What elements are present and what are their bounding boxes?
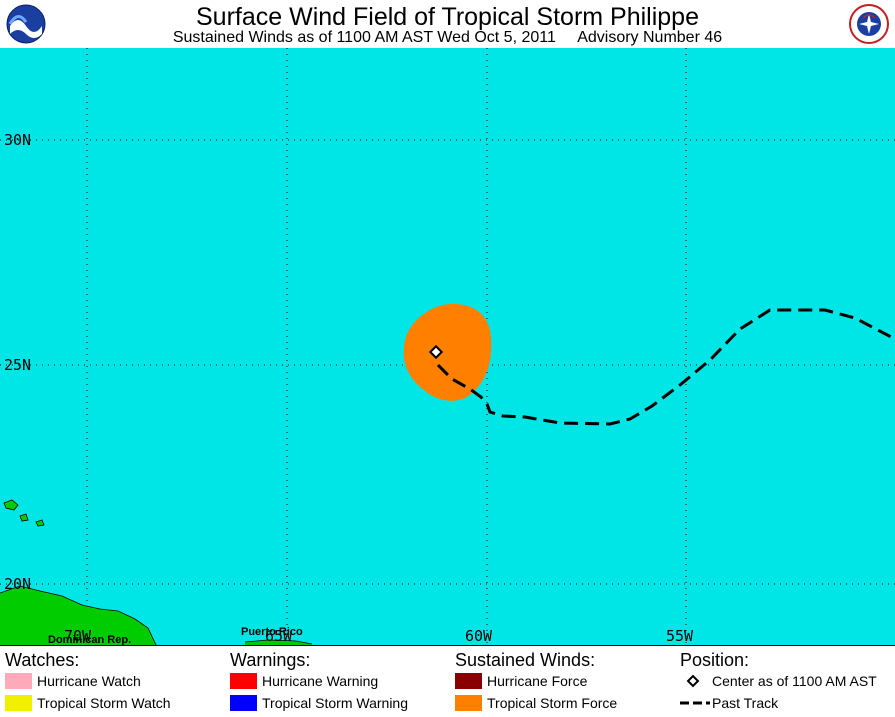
map-header: Surface Wind Field of Tropical Storm Phi… xyxy=(0,0,895,48)
tropical-storm-force-wind-field xyxy=(403,303,492,401)
map-legend: Watches: Hurricane Watch Tropical Storm … xyxy=(0,645,895,717)
tropical-storm-force-swatch xyxy=(455,695,482,711)
legend-label: Center as of 1100 AM AST xyxy=(712,673,877,689)
tropical-storm-watch-swatch xyxy=(5,695,32,711)
coastlines xyxy=(0,499,313,645)
legend-label: Hurricane Warning xyxy=(262,673,379,689)
place-label-puerto-rico: Puerto Rico xyxy=(241,626,303,638)
place-label-dominican-rep: Dominican Rep. xyxy=(48,634,131,645)
legend-label: Hurricane Watch xyxy=(37,673,141,689)
lat-label-20n: 20N xyxy=(4,575,31,593)
latitude-labels: 30N 25N 20N xyxy=(4,131,31,593)
lon-label-55w: 55W xyxy=(666,627,694,645)
legend-position-heading: Position: xyxy=(680,650,750,670)
storm-map: 30N 25N 20N 70W 65W 60W 55W Dominican Re… xyxy=(0,48,895,645)
legend-sustained-winds-heading: Sustained Winds: xyxy=(455,650,596,670)
lat-label-25n: 25N xyxy=(4,356,31,374)
hurricane-warning-swatch xyxy=(230,673,257,689)
lon-label-70w: 70W xyxy=(64,627,92,645)
lon-label-60w: 60W xyxy=(465,627,493,645)
map-subtitle: Sustained Winds as of 1100 AM AST Wed Oc… xyxy=(172,29,723,46)
legend-label: Tropical Storm Warning xyxy=(262,695,409,711)
map-title: Surface Wind Field of Tropical Storm Phi… xyxy=(196,3,699,31)
tropical-storm-warning-swatch xyxy=(230,695,257,711)
past-track-line xyxy=(436,308,895,426)
legend-label: Hurricane Force xyxy=(487,673,588,689)
lat-label-30n: 30N xyxy=(4,131,31,149)
legend-label: Tropical Storm Watch xyxy=(37,695,171,711)
legend-label: Tropical Storm Force xyxy=(487,695,618,711)
hurricane-force-swatch xyxy=(455,673,482,689)
storm-center-diamond xyxy=(428,344,444,360)
nws-logo xyxy=(849,4,889,44)
legend-warnings-heading: Warnings: xyxy=(230,650,311,670)
hurricane-watch-swatch xyxy=(5,673,32,689)
place-labels: Dominican Rep. Puerto Rico xyxy=(48,626,303,645)
hispaniola-land xyxy=(0,586,156,645)
noaa-logo xyxy=(6,4,46,44)
longitude-labels: 70W 65W 60W 55W xyxy=(64,627,694,645)
diamond-icon xyxy=(686,674,700,688)
lon-label-65w: 65W xyxy=(265,627,293,645)
legend-watches-heading: Watches: xyxy=(5,650,80,670)
legend-label: Past Track xyxy=(712,695,779,711)
dashed-line-icon xyxy=(680,701,710,705)
